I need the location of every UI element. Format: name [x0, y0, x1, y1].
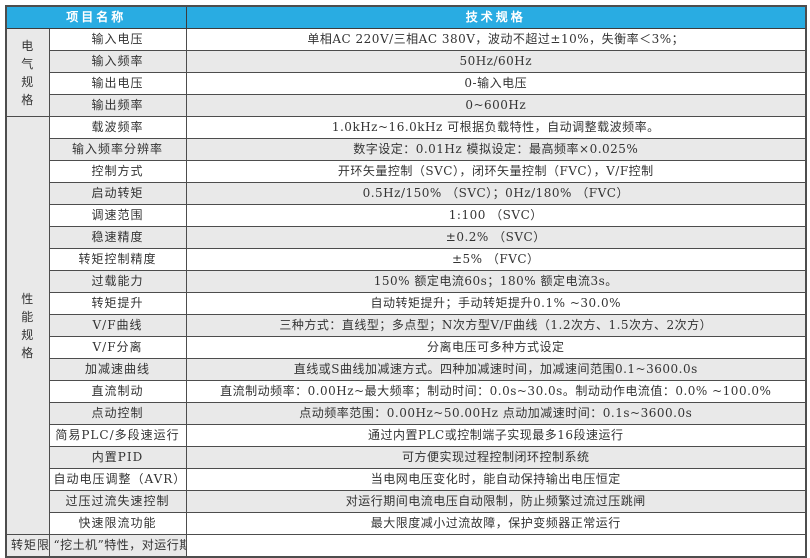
item-name-cell: 载波频率: [48, 116, 187, 139]
table-row: 自动电压调整（AVR） 当电网电压变化时，能自动保持输出电压恒定: [6, 468, 807, 491]
table-row: 转矩限定与控制 “挖土机”特性，对运行期间转矩自动限制，防止频繁过流跳闸；闭环矢…: [5, 534, 806, 558]
item-name-cell: 点动控制: [48, 402, 187, 425]
spec-value-cell: 1:100 （SVC）: [185, 204, 807, 227]
table-row: 过载能力 150% 额定电流60s；180% 额定电流3s。: [6, 270, 807, 293]
item-name-cell: 直流制动: [48, 380, 187, 403]
table-row: V/F分离 分离电压可多种方式设定: [6, 336, 807, 359]
spec-value-cell: 单相AC 220V/三相AC 380V，波动不超过±10%，失衡率＜3%；: [185, 28, 807, 51]
spec-value-cell: 开环矢量控制（SVC），闭环矢量控制（FVC），V/F控制: [185, 160, 807, 183]
table-row: V/F曲线 三种方式：直线型；多点型；N次方型V/F曲线（1.2次方、1.5次方…: [6, 314, 807, 337]
spec-value-cell: ±5% （FVC）: [185, 248, 807, 271]
spec-value-cell: 直流制动频率：0.00Hz~最大频率；制动时间：0.0s~30.0s。制动动作电…: [185, 380, 807, 403]
table-row: 加减速曲线 直线或S曲线加减速方式。四种加减速时间，加减速间范围0.1~3600…: [6, 358, 807, 381]
table-row: 简易PLC/多段速运行 通过内置PLC或控制端子实现最多16段速运行: [6, 424, 807, 447]
spec-value-cell: 0~600Hz: [185, 94, 807, 117]
table-row: 稳速精度 ±0.2% （SVC）: [6, 226, 807, 249]
spec-value-cell: 自动转矩提升；手动转矩提升0.1% ~30.0%: [185, 292, 807, 315]
table-row: 转矩控制精度 ±5% （FVC）: [6, 248, 807, 271]
table-row: 调速范围 1:100 （SVC）: [6, 204, 807, 227]
spec-sheet-page: 项目名称 技术规格 电气规格 输入电压 单相AC 220V/三相AC 380V，…: [5, 5, 808, 558]
item-name-cell: 内置PID: [48, 446, 187, 469]
column-header-tech-spec: 技术规格: [185, 5, 807, 29]
spec-value-cell: 对运行期间电流电压自动限制，防止频繁过流过压跳闸: [185, 490, 807, 513]
item-name-cell: 输出频率: [48, 94, 187, 117]
spec-value-cell: 三种方式：直线型；多点型；N次方型V/F曲线（1.2次方、1.5次方、2次方）: [185, 314, 807, 337]
item-name-cell: 调速范围: [48, 204, 187, 227]
item-name-cell: 稳速精度: [48, 226, 187, 249]
technical-spec-table: 项目名称 技术规格 电气规格 输入电压 单相AC 220V/三相AC 380V，…: [5, 5, 808, 558]
table-row: 输入频率 50Hz/60Hz: [6, 50, 807, 73]
item-name-cell: 输入频率: [48, 50, 187, 73]
item-name-cell: 转矩提升: [48, 292, 187, 315]
spec-value-cell: “挖土机”特性，对运行期间转矩自动限制，防止频繁过流跳闸；闭环矢量模式可实现转矩…: [48, 534, 187, 558]
item-name-cell: 快速限流功能: [48, 512, 187, 535]
item-name-cell: 转矩控制精度: [48, 248, 187, 271]
spec-value-cell: 50Hz/60Hz: [185, 50, 807, 73]
item-name-cell: 输入电压: [48, 28, 187, 51]
item-name-cell: 转矩限定与控制: [5, 534, 50, 558]
table-row: 输出电压 0-输入电压: [6, 72, 807, 95]
table-row: 点动控制 点动频率范围：0.00Hz~50.00Hz 点动加减速时间：0.1s~…: [6, 402, 807, 425]
item-name-cell: 简易PLC/多段速运行: [48, 424, 187, 447]
item-name-cell: 自动电压调整（AVR）: [48, 468, 187, 491]
table-row: 过压过流失速控制 对运行期间电流电压自动限制，防止频繁过流过压跳闸: [6, 490, 807, 513]
table-row: 直流制动 直流制动频率：0.00Hz~最大频率；制动时间：0.0s~30.0s。…: [6, 380, 807, 403]
spec-value-cell: ±0.2% （SVC）: [185, 226, 807, 249]
table-header-row: 项目名称 技术规格: [5, 5, 807, 29]
table-row: 启动转矩 0.5Hz/150% （SVC）；0Hz/180% （FVC）: [6, 182, 807, 205]
table-row: 输出频率 0~600Hz: [6, 94, 807, 117]
spec-value-cell: 当电网电压变化时，能自动保持输出电压恒定: [185, 468, 807, 491]
spec-value-cell: 最大限度减小过流故障，保护变频器正常运行: [185, 512, 807, 535]
table-row: 转矩提升 自动转矩提升；手动转矩提升0.1% ~30.0%: [6, 292, 807, 315]
table-row: 快速限流功能 最大限度减小过流故障，保护变频器正常运行: [6, 512, 807, 535]
table-row: 输入频率分辨率 数字设定：0.01Hz 模拟设定：最高频率×0.025%: [6, 138, 807, 161]
item-name-cell: V/F曲线: [48, 314, 187, 337]
item-name-cell: 输入频率分辨率: [48, 138, 187, 161]
spec-value-cell: 分离电压可多种方式设定: [185, 336, 807, 359]
spec-value-cell: 通过内置PLC或控制端子实现最多16段速运行: [185, 424, 807, 447]
item-name-cell: 加减速曲线: [48, 358, 187, 381]
spec-value-cell: 直线或S曲线加减速方式。四种加减速时间，加减速间范围0.1~3600.0s: [185, 358, 807, 381]
column-header-item-name: 项目名称: [5, 5, 187, 29]
spec-value-cell: 0-输入电压: [185, 72, 807, 95]
spec-value-cell: 1.0kHz~16.0kHz 可根据负载特性，自动调整载波频率。: [185, 116, 807, 139]
spec-value-cell: 点动频率范围：0.00Hz~50.00Hz 点动加减速时间：0.1s~3600.…: [185, 402, 807, 425]
table-row: 内置PID 可方便实现过程控制闭环控制系统: [6, 446, 807, 469]
item-name-cell: 过载能力: [48, 270, 187, 293]
group-cell-performance-spec: 性能规格: [5, 116, 50, 535]
spec-value-cell: 0.5Hz/150% （SVC）；0Hz/180% （FVC）: [185, 182, 807, 205]
item-name-cell: V/F分离: [48, 336, 187, 359]
spec-value-cell: 数字设定：0.01Hz 模拟设定：最高频率×0.025%: [185, 138, 807, 161]
item-name-cell: 控制方式: [48, 160, 187, 183]
spec-value-cell: 150% 额定电流60s；180% 额定电流3s。: [185, 270, 807, 293]
table-row: 电气规格 输入电压 单相AC 220V/三相AC 380V，波动不超过±10%，…: [5, 28, 807, 117]
table-row: 控制方式 开环矢量控制（SVC），闭环矢量控制（FVC），V/F控制: [6, 160, 807, 183]
item-name-cell: 过压过流失速控制: [48, 490, 187, 513]
group-cell-electrical-spec: 电气规格: [5, 28, 50, 117]
spec-value-cell: 可方便实现过程控制闭环控制系统: [185, 446, 807, 469]
item-name-cell: 启动转矩: [48, 182, 187, 205]
item-name-cell: 输出电压: [48, 72, 187, 95]
table-row: 性能规格 载波频率 1.0kHz~16.0kHz 可根据负载特性，自动调整载波频…: [5, 116, 807, 535]
